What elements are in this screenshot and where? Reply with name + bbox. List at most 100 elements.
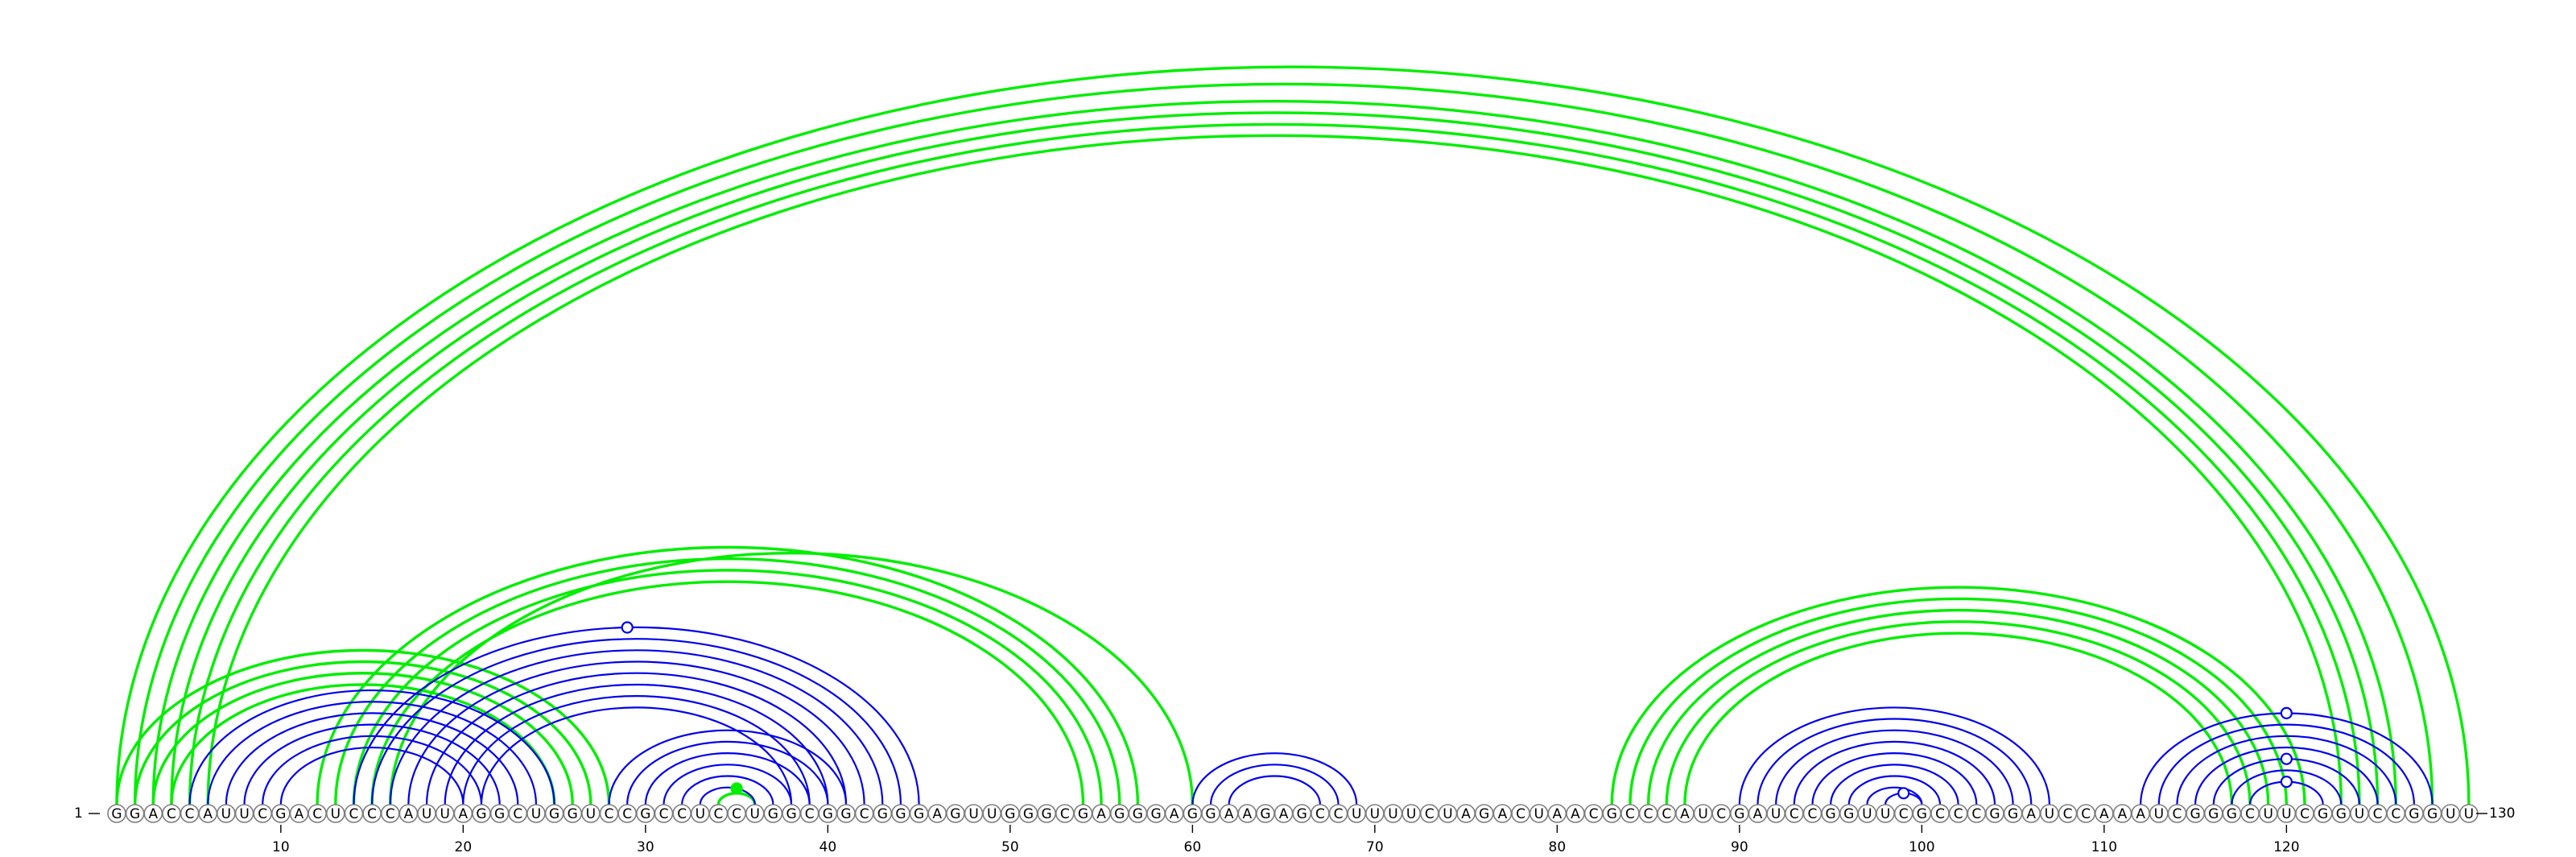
nucleotide-letter: C <box>1060 806 1070 822</box>
blue-arc-17-42 <box>407 660 865 805</box>
nucleotide-letter: U <box>1370 806 1380 822</box>
blue-arc-96-101 <box>1847 775 1942 805</box>
nucleotide-letter: G <box>494 806 505 822</box>
nucleotide-letter: C <box>1625 806 1635 822</box>
nucleotide-letter: C <box>1899 806 1909 822</box>
nucleotide-67: C <box>1311 804 1330 823</box>
nucleotide-letter: U <box>1443 806 1452 822</box>
nucleotide-75: A <box>1456 804 1476 823</box>
nucleotide-letter: G <box>130 806 140 822</box>
nucleotide-48: U <box>964 804 984 823</box>
green-arc-1-28 <box>115 648 611 805</box>
nucleotide-53: C <box>1055 804 1075 823</box>
nucleotide-68: C <box>1328 804 1348 823</box>
base-pair-arcs <box>117 67 2469 805</box>
nucleotide-39: C <box>799 804 819 823</box>
position-axis: 10 20 30 40 50 60 70 80 90 100 110 120 <box>272 825 2300 855</box>
nucleotide-83: G <box>1602 804 1622 823</box>
nucleotide-98: U <box>1876 804 1895 823</box>
nucleotide-letter: A <box>1571 806 1580 822</box>
nucleotide-111: A <box>2112 804 2132 823</box>
nucleotide-letter: C <box>622 806 632 822</box>
nucleotide-54: G <box>1073 804 1093 823</box>
nucleotide-letter: G <box>1042 806 1052 822</box>
nucleotide-115: G <box>2186 804 2205 823</box>
nucleotide-34: C <box>708 804 729 823</box>
tick-label-40: 40 <box>819 839 837 855</box>
nucleotide-112: A <box>2131 804 2150 823</box>
nucleotide-letter: C <box>185 806 195 822</box>
nucleotide-letter: G <box>1078 806 1088 822</box>
nucleotide-letter: C <box>1425 806 1435 822</box>
nucleotide-60: G <box>1183 804 1203 823</box>
nucleotide-114: C <box>2167 804 2187 823</box>
nucleotide-20: A <box>453 804 473 823</box>
blue-arc-15-44 <box>371 638 902 805</box>
nucleotide-101: C <box>1930 804 1950 823</box>
blue-arc-115-125 <box>2194 746 2379 805</box>
nucleotide-72: U <box>1402 804 1421 823</box>
nucleotide-letter: G <box>1917 806 1927 822</box>
blue-marker-2 <box>1897 787 1910 800</box>
nucleotide-letter: A <box>404 806 414 822</box>
tick-label-90: 90 <box>1731 839 1748 855</box>
nucleotide-letter: A <box>203 806 213 822</box>
nucleotide-47: G <box>946 804 965 823</box>
nucleotide-letter: C <box>1589 806 1599 822</box>
nucleotide-letter: G <box>2427 806 2438 822</box>
nucleotide-letter: A <box>295 806 304 822</box>
nucleotide-33: U <box>690 804 710 823</box>
nucleotide-letter: C <box>258 806 267 822</box>
green-arc-1-130 <box>117 67 2469 805</box>
blue-arc-60-69 <box>1191 752 1358 805</box>
blue-arc-14-45 <box>353 626 920 805</box>
blue-arc-93-104 <box>1793 740 1996 805</box>
blue-arc-95-102 <box>1830 764 1959 805</box>
nucleotide-13: U <box>325 804 345 823</box>
end-label: 130 <box>2489 805 2515 822</box>
nucleotide-letter: C <box>1954 806 1963 822</box>
nucleotide-58: G <box>1146 804 1166 823</box>
nucleotide-122: G <box>2313 804 2333 823</box>
blue-arc-30-39 <box>644 752 811 805</box>
nucleotide-letter: G <box>823 806 833 822</box>
nucleotide-letter: G <box>1734 806 1744 822</box>
nucleotide-21: G <box>472 804 491 823</box>
green-arc-12-57 <box>316 545 1140 805</box>
nucleotide-50: G <box>1001 804 1020 823</box>
nucleotide-23: C <box>508 804 528 823</box>
nucleotide-99: C <box>1893 804 1913 823</box>
nucleotide-letter: G <box>275 806 286 822</box>
green-arc-3-126 <box>151 100 2397 805</box>
nucleotide-letter: G <box>1607 806 1617 822</box>
green-arc-85-119 <box>1646 608 2270 805</box>
nucleotide-letter: C <box>1315 806 1325 822</box>
nucleotide-letter: A <box>1242 806 1252 822</box>
nucleotide-letter: C <box>605 806 614 822</box>
nucleotide-letter: C <box>2391 806 2401 822</box>
nucleotide-127: G <box>2405 804 2424 823</box>
nucleotide-letter: C <box>677 806 687 822</box>
blue-arc-18-41 <box>425 672 848 805</box>
nucleotide-letter: C <box>386 806 395 822</box>
tick-label-110: 110 <box>2091 839 2117 855</box>
nucleotide-102: C <box>1948 804 1968 823</box>
green-marker-0 <box>730 782 743 795</box>
nucleotide-108: C <box>2058 804 2078 823</box>
nucleotide-97: U <box>1857 804 1877 823</box>
nucleotide-32: C <box>672 804 691 823</box>
nucleotide-letter: C <box>367 806 377 822</box>
nucleotide-letter: C <box>1334 806 1344 822</box>
nucleotide-letter: C <box>1971 806 1981 822</box>
nucleotide-43: G <box>873 804 893 823</box>
nucleotide-letter: A <box>1279 806 1289 822</box>
blue-arc-32-37 <box>681 775 774 805</box>
blue-arc-97-100 <box>1866 786 1923 805</box>
nucleotide-letter: G <box>476 806 486 822</box>
green-arc-86-118 <box>1665 620 2252 805</box>
nucleotide-letter: G <box>1989 806 2000 822</box>
blue-arc-61-68 <box>1209 764 1340 805</box>
nucleotide-letter: G <box>1205 806 1216 822</box>
nucleotide-64: G <box>1256 804 1275 823</box>
